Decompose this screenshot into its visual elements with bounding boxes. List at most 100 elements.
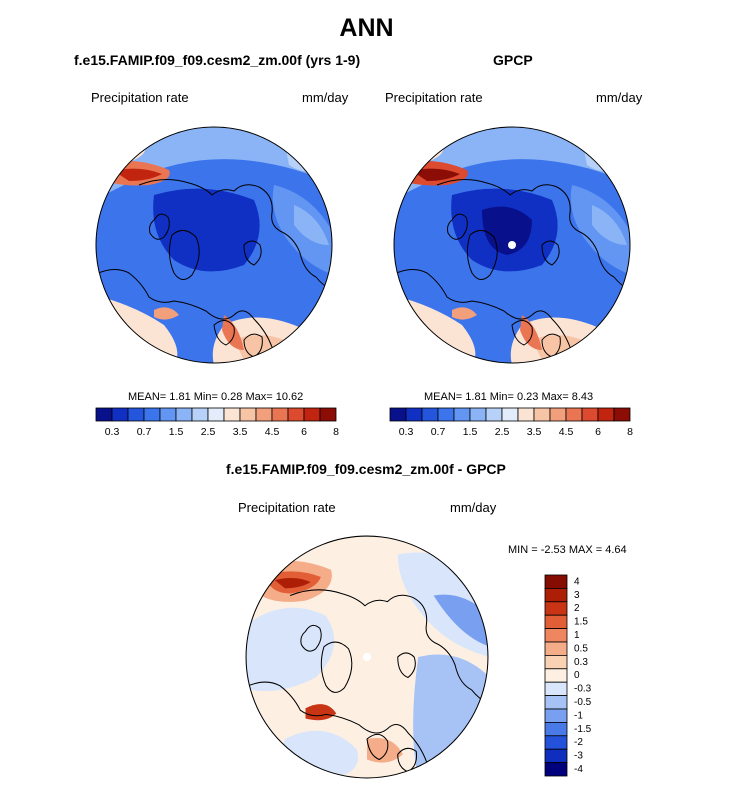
- colorbar-box: [287, 407, 305, 422]
- colorbar-box: [469, 407, 487, 422]
- coastline: [412, 597, 472, 691]
- coastline: [394, 269, 505, 312]
- contour-region: [114, 168, 162, 181]
- colorbar-box: [453, 407, 471, 422]
- panel-3-colorbar: 4 3 2 1.5 1 0.5 0.3 0 -0.3 -0.5 -1 -1.5 -2 -3 -4: [544, 574, 592, 777]
- coastline: [466, 230, 498, 280]
- colorbar-box: [544, 655, 568, 670]
- colorbar-tick-label: 1.5: [169, 426, 184, 438]
- colorbar-box: [501, 407, 519, 422]
- colorbar-box: [544, 681, 568, 696]
- colorbar-tick-label: 0.3: [105, 426, 120, 438]
- panel-2-title: GPCP: [493, 52, 533, 68]
- colorbar-box: [544, 587, 568, 603]
- colorbar-box: [175, 407, 193, 422]
- colorbar-box: [544, 614, 568, 630]
- contour-region: [454, 737, 485, 764]
- contour-region: [520, 315, 542, 350]
- panel-3-title: f.e15.FAMIP.f09_f09.cesm2_zm.00f - GPCP: [226, 461, 506, 477]
- colorbar-box: [544, 668, 568, 683]
- colorbar-box: [544, 721, 568, 737]
- contour-region: [274, 577, 311, 589]
- colorbar-box: [319, 407, 337, 422]
- colorbar-box: [389, 407, 407, 422]
- coastline: [436, 179, 558, 196]
- colorbar-tick-label: 4.5: [265, 426, 280, 438]
- colorbar-box: [191, 407, 209, 422]
- colorbar-box: [544, 628, 568, 643]
- contour-region: [294, 205, 329, 245]
- coastline: [246, 681, 360, 726]
- colorbar-box: [207, 407, 225, 422]
- colorbar-tick-label: 2.5: [495, 426, 510, 438]
- min-value: -2.53: [540, 544, 566, 556]
- colorbar-box: [127, 407, 145, 422]
- coastline: [289, 589, 414, 607]
- colorbar-box: [437, 407, 455, 422]
- colorbar-box: [544, 574, 568, 589]
- max-label: MAX =: [568, 544, 603, 556]
- panel-1-polar-map: [95, 126, 333, 364]
- contour-region: [532, 335, 582, 360]
- mean-label: MEAN=: [424, 391, 463, 403]
- colorbar-tick-label: -0.5: [574, 697, 592, 708]
- colorbar-box: [405, 407, 423, 422]
- panel-1-variable-label: Precipitation rate: [91, 90, 189, 105]
- panel-2-variable-label: Precipitation rate: [385, 90, 483, 105]
- colorbar-box: [239, 407, 257, 422]
- contour-region: [482, 206, 532, 255]
- coastline: [149, 213, 170, 240]
- contour-region: [413, 654, 488, 778]
- colorbar-box: [255, 407, 273, 422]
- min-label: MIN =: [508, 544, 538, 556]
- contour-region: [592, 205, 627, 245]
- colorbar-box: [143, 407, 161, 422]
- min-value: 0.23: [516, 391, 539, 403]
- colorbar-tick-label: 8: [627, 426, 633, 438]
- colorbar-tick-label: -1: [574, 710, 583, 721]
- colorbar-tick-label: -1.5: [574, 724, 592, 735]
- mean-label: MEAN=: [128, 391, 167, 403]
- colorbar-tick-label: 0.3: [399, 426, 414, 438]
- max-value: 10.62: [275, 391, 304, 403]
- contour-region: [222, 315, 244, 350]
- min-label: Min=: [193, 391, 218, 403]
- min-value: 0.28: [220, 391, 243, 403]
- panel-1-units-label: mm/day: [302, 90, 349, 105]
- colorbar-box: [271, 407, 289, 422]
- coastline: [397, 747, 418, 773]
- map-border: [393, 126, 631, 364]
- panel-1-title: f.e15.FAMIP.f09_f09.cesm2_zm.00f (yrs 1-…: [74, 52, 361, 68]
- colorbar-tick-label: 3: [574, 590, 580, 601]
- colorbar-box: [597, 407, 615, 422]
- coastline: [243, 240, 262, 266]
- coastline: [556, 186, 615, 278]
- colorbar-box: [544, 708, 568, 723]
- panel-2-colorbar: 0.3 0.7 1.5 2.5 3.5 4.5 6 8: [389, 407, 633, 438]
- coastline: [366, 733, 389, 761]
- contour-region: [367, 737, 403, 763]
- max-value: 8.43: [571, 391, 594, 403]
- colorbar-tick-label: 0.3: [574, 657, 588, 668]
- max-value: 4.64: [605, 544, 627, 556]
- colorbar-tick-label: 0.7: [431, 426, 446, 438]
- colorbar-box: [544, 735, 568, 750]
- precipitation-field: [96, 127, 332, 363]
- coastline: [300, 624, 322, 652]
- colorbar-box: [613, 407, 631, 422]
- colorbar-tick-label: 2: [574, 603, 580, 614]
- contour-region: [154, 307, 179, 320]
- map-border: [95, 126, 333, 364]
- colorbar-tick-label: 4: [574, 576, 580, 587]
- panel-1-colorbar: 0.3 0.7 1.5 2.5 3.5 4.5 6 8: [95, 407, 339, 438]
- main-title: ANN: [339, 14, 394, 42]
- max-label: Max=: [541, 391, 569, 403]
- coastline: [541, 333, 561, 358]
- panel-3-stats: MIN = -2.53 MAX = 4.64: [508, 544, 627, 556]
- coastline: [168, 230, 200, 280]
- colorbar-box: [549, 407, 567, 422]
- colorbar-box: [544, 695, 568, 710]
- colorbar-tick-label: -0.3: [574, 684, 592, 695]
- panel-3-polar-map: [245, 535, 489, 779]
- contour-region: [433, 594, 488, 647]
